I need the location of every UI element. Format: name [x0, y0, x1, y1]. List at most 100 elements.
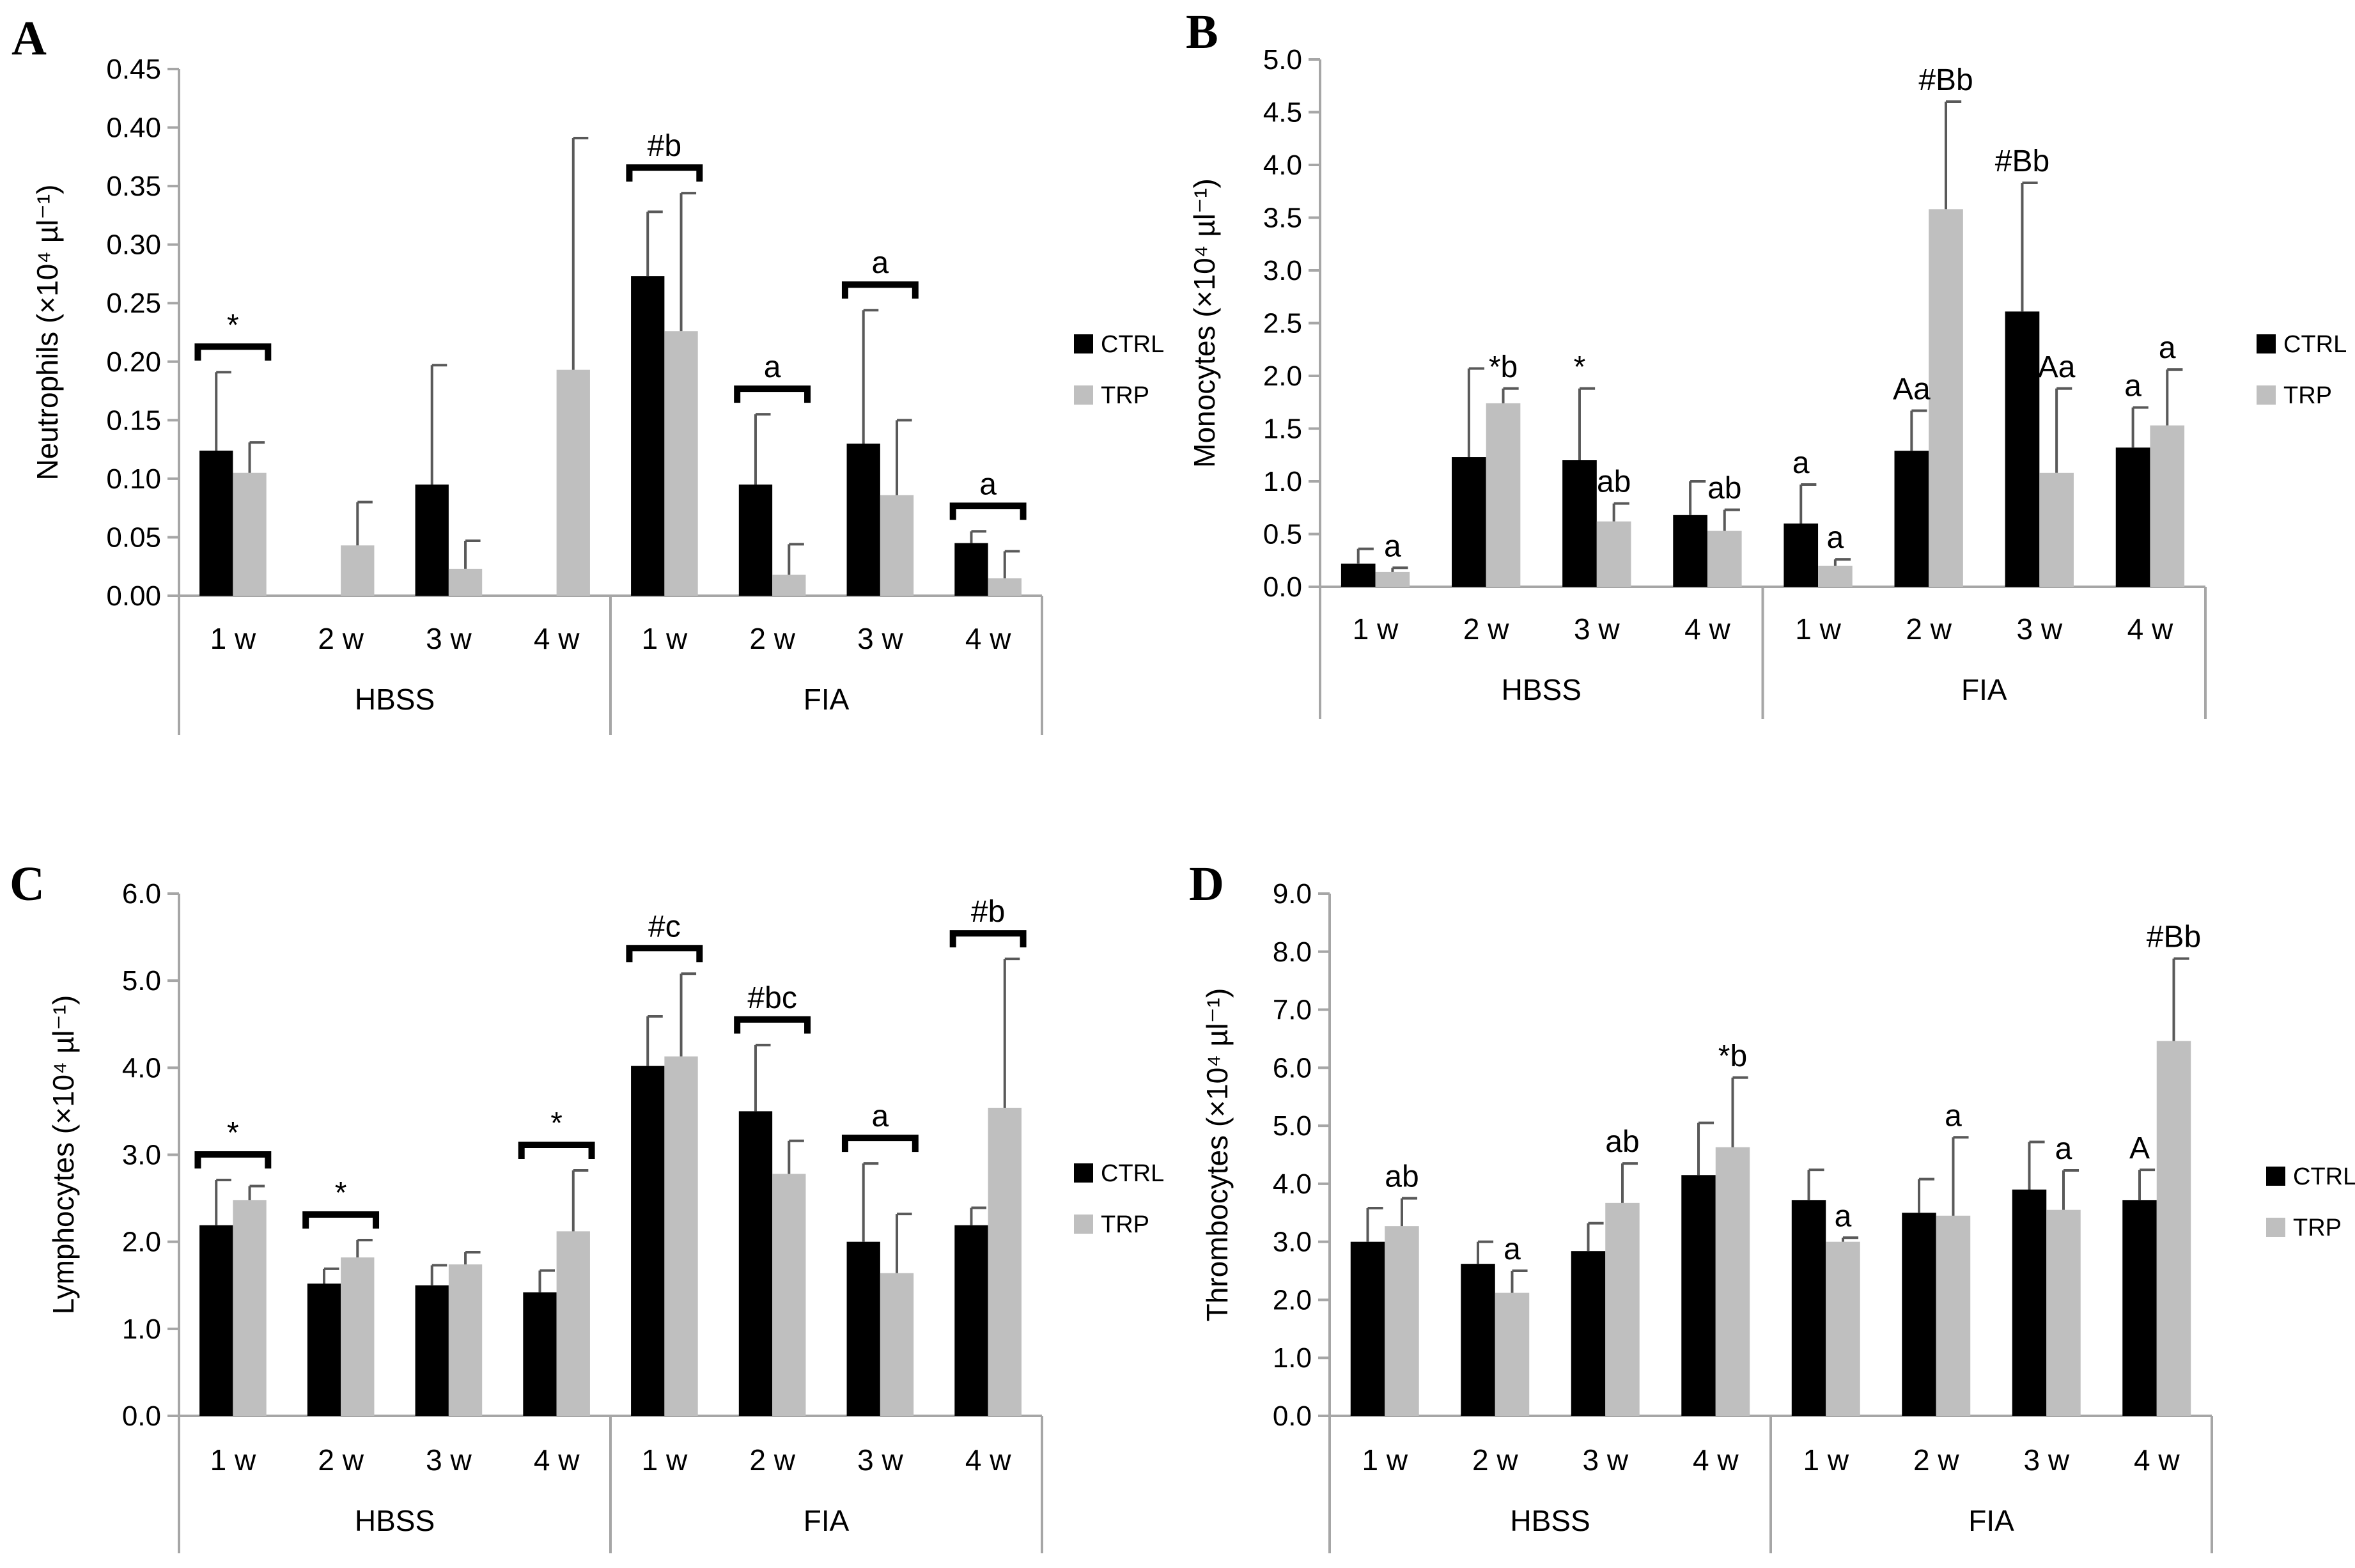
significance-label: *: [550, 1106, 563, 1140]
legend-swatch-trp: [1074, 1215, 1093, 1234]
bar-ctrl: [846, 1241, 880, 1416]
y-tick-label: 8.0: [1273, 936, 1312, 968]
x-category-label: 2 w: [1472, 1443, 1518, 1477]
legend-label-ctrl: CTRL: [2283, 331, 2347, 358]
y-axis-label: Monocytes (×10⁴ µl⁻¹): [1188, 178, 1221, 468]
significance-label: *: [227, 308, 239, 342]
bar-trp: [556, 1231, 590, 1416]
y-tick-label: 0.0: [1263, 571, 1302, 603]
x-category-label: 3 w: [2017, 612, 2063, 646]
legend-label-trp: TRP: [2293, 1215, 2342, 1241]
y-axis-label: Thrombocytes (×10⁴ µl⁻¹): [1201, 988, 1234, 1322]
x-category-label: 2 w: [749, 1443, 795, 1477]
significance-bracket: [194, 1151, 272, 1168]
x-group-label: HBSS: [355, 683, 435, 716]
bar-ctrl: [1902, 1213, 1936, 1416]
bar-ctrl: [2005, 311, 2040, 587]
bar-ctrl: [1791, 1200, 1826, 1416]
legend-label-ctrl: CTRL: [2293, 1163, 2355, 1190]
significance-label: *: [227, 1116, 239, 1150]
bar-ctrl: [2012, 1189, 2047, 1416]
bar-ctrl: [1571, 1251, 1606, 1416]
bar-trp: [1818, 566, 1853, 587]
x-category-label: 4 w: [965, 622, 1011, 655]
bar-trp: [880, 495, 914, 596]
panel-letter: B: [1186, 5, 1218, 59]
y-tick-label: 0.00: [106, 580, 161, 612]
legend-swatch-trp: [2266, 1218, 2285, 1237]
y-tick-label: 2.0: [1273, 1284, 1312, 1316]
bar-trp: [233, 472, 267, 596]
significance-label: *b: [1718, 1039, 1747, 1073]
bar-trp: [556, 369, 590, 596]
bar-trp: [1385, 1226, 1419, 1416]
x-category-label: 1 w: [642, 622, 688, 655]
x-category-label: 3 w: [2023, 1443, 2069, 1477]
y-tick-label: 0.0: [122, 1401, 161, 1432]
x-category-label: 4 w: [534, 622, 580, 655]
bar-ctrl: [1341, 563, 1376, 587]
bar-ctrl: [1894, 451, 1929, 587]
significance-label: a: [1835, 1199, 1852, 1233]
x-group-label: HBSS: [1510, 1504, 1590, 1537]
significance-bracket: [194, 343, 272, 361]
significance-bracket: [949, 502, 1027, 520]
significance-label: #Bb: [2147, 920, 2201, 954]
significance-bracket: [626, 164, 703, 182]
y-tick-label: 4.0: [122, 1052, 161, 1083]
significance-bracket: [302, 1211, 380, 1229]
chart-panel-d: D 0.0 1.0 2.0 3.0 4.0 5.0 6.0 7.0 8.0 9.0 Thrombocy…: [1189, 857, 2355, 1553]
bar-ctrl: [738, 485, 773, 596]
bar-ctrl: [1681, 1175, 1716, 1416]
significance-label: Aa: [2038, 350, 2076, 384]
bar-ctrl: [1562, 460, 1597, 587]
legend-label-trp: TRP: [1101, 382, 1149, 409]
x-category-label: 3 w: [857, 622, 903, 655]
bar-ctrl: [307, 1284, 341, 1416]
x-group-label: FIA: [804, 683, 850, 716]
significance-label: #b: [971, 895, 1005, 929]
y-tick-label: 1.0: [122, 1314, 161, 1345]
x-category-label: 2 w: [1463, 612, 1509, 646]
x-category-label: 3 w: [1574, 612, 1620, 646]
chart-panel-b: B 0.0 0.5 1.0 1.5 2.0 2.5 3.0 3.5 4.0 4.5 5.0 Monocy…: [1186, 5, 2347, 719]
x-category-label: 4 w: [534, 1443, 580, 1477]
bar-ctrl: [523, 1292, 557, 1416]
legend-label-ctrl: CTRL: [1101, 331, 1164, 358]
bar-ctrl: [2122, 1200, 2157, 1416]
significance-label: a: [872, 246, 889, 280]
bar-ctrl: [415, 485, 449, 596]
x-group-label: HBSS: [1502, 673, 1582, 706]
y-tick-label: 0.40: [106, 113, 161, 144]
significance-label: ab: [1707, 472, 1741, 506]
bar-trp: [1596, 521, 1631, 587]
panel-letter: C: [10, 857, 45, 911]
x-group-label: FIA: [1961, 673, 2007, 706]
x-category-label: 2 w: [318, 622, 364, 655]
legend-swatch-ctrl: [2266, 1167, 2285, 1186]
bar-ctrl: [1350, 1241, 1385, 1416]
y-tick-label: 0.30: [106, 229, 161, 261]
y-tick-label: 1.0: [1263, 466, 1302, 497]
significance-label: *: [335, 1176, 347, 1210]
y-tick-label: 1.0: [1273, 1342, 1312, 1374]
significance-label: #bc: [747, 981, 797, 1015]
y-tick-label: 0.35: [106, 171, 161, 202]
bar-ctrl: [631, 276, 665, 596]
legend-swatch-ctrl: [2257, 334, 2276, 353]
x-category-label: 3 w: [426, 622, 472, 655]
y-tick-label: 2.5: [1263, 308, 1302, 339]
significance-bracket: [734, 1016, 811, 1034]
significance-label: *b: [1489, 350, 1518, 384]
panel-letter: D: [1189, 857, 1224, 911]
bar-trp: [1486, 403, 1521, 587]
y-tick-label: 7.0: [1273, 995, 1312, 1026]
x-category-label: 1 w: [642, 1443, 688, 1477]
x-category-label: 2 w: [1913, 1443, 1959, 1477]
x-group-label: FIA: [1968, 1504, 2014, 1537]
significance-label: a: [1945, 1099, 1962, 1133]
legend-label-trp: TRP: [2283, 382, 2332, 409]
y-tick-label: 6.0: [122, 878, 161, 910]
y-tick-label: 3.0: [1263, 255, 1302, 286]
